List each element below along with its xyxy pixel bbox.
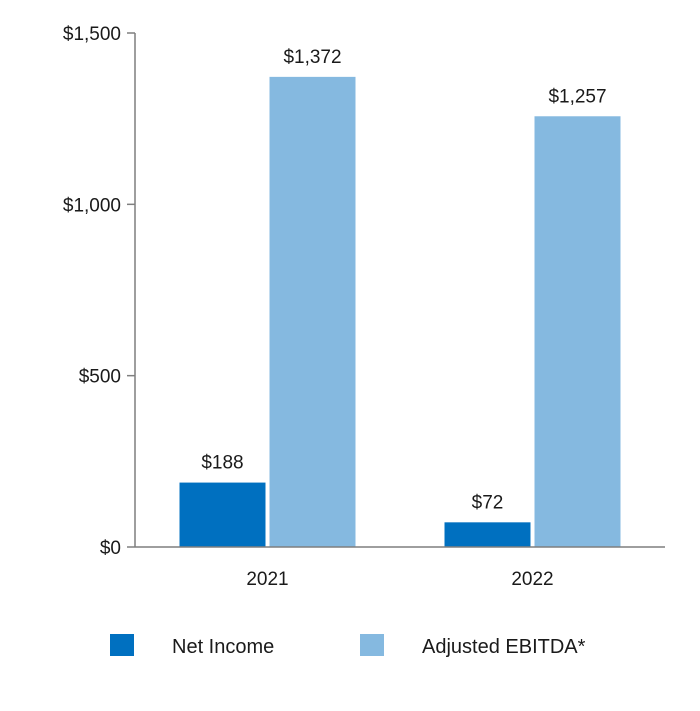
bar-2022-adjusted-ebitda [534,116,621,547]
legend-label: Adjusted EBITDA* [422,636,586,658]
data-label: $188 [201,453,243,474]
bar-2021-net-income [179,482,266,547]
data-label: $1,372 [283,47,341,68]
x-tick-label: 2021 [246,569,288,590]
data-label: $1,257 [548,86,606,107]
legend-label: Net Income [172,636,274,658]
y-tick-label: $0 [100,538,121,559]
x-tick-label: 2022 [511,569,553,590]
y-tick-label: $500 [79,367,121,388]
bar-2021-adjusted-ebitda [269,76,356,548]
data-label: $72 [472,492,504,513]
legend-swatch [360,634,384,656]
legend-swatch [110,634,134,656]
y-tick-label: $1,000 [63,195,121,216]
bar-2022-net-income [444,522,531,547]
y-tick-label: $1,500 [63,24,121,45]
